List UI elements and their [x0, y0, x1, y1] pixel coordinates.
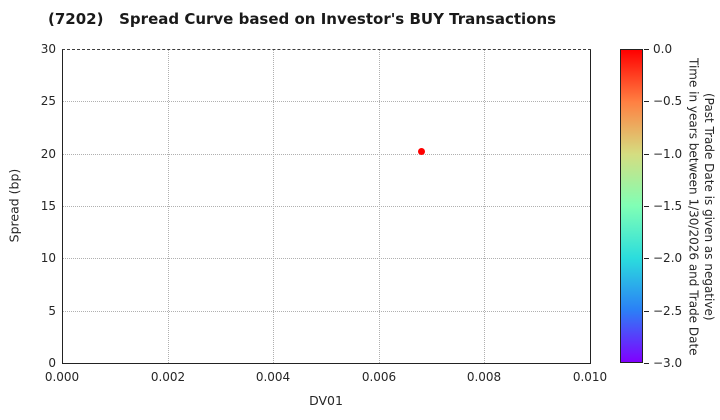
colorbar-ticklabel--2.5: −2.5	[653, 304, 683, 318]
colorbar	[620, 49, 643, 363]
colorbar-ticklabel--3.0: −3.0	[653, 356, 683, 370]
colorbar-ticklabel-0.0: 0.0	[653, 42, 673, 56]
right-spine	[590, 49, 591, 364]
y-tick-15: 15	[40, 199, 56, 213]
gridline-y-5	[63, 311, 590, 312]
x-axis-label: DV01	[309, 393, 343, 408]
colorbar-ticklabel--2.0: −2.0	[653, 251, 683, 265]
y-tick-10: 10	[40, 251, 56, 265]
y-tick-0: 0	[48, 356, 56, 370]
y-tick-5: 5	[48, 304, 56, 318]
colorbar-tick--3.0	[644, 363, 649, 364]
x-tick-0.004: 0.004	[255, 370, 291, 384]
colorbar-axis-label: Time in years between 1/30/2026 and Trad…	[685, 42, 717, 372]
gridline-y-10	[63, 258, 590, 259]
scatter-point	[417, 148, 425, 156]
x-tick-0.010: 0.010	[572, 370, 608, 384]
x-tick-0.000: 0.000	[44, 370, 80, 384]
gridline-y-20	[63, 154, 590, 155]
y-tick-20: 20	[40, 147, 56, 161]
colorbar-tick--2.0	[644, 258, 649, 259]
left-spine	[62, 49, 63, 364]
x-tick-0.008: 0.008	[466, 370, 502, 384]
colorbar-ticklabel--0.5: −0.5	[653, 94, 683, 108]
colorbar-label-line2: (Past Trade Date is given as negative)	[702, 93, 716, 321]
y-tick-25: 25	[40, 94, 56, 108]
colorbar-tick--1.0	[644, 154, 649, 155]
bottom-spine	[62, 363, 591, 364]
gridline-y-15	[63, 206, 590, 207]
y-axis-label: Spread (bp)	[6, 168, 22, 243]
colorbar-tick-0.0	[644, 49, 649, 50]
y-tick-30: 30	[40, 42, 56, 56]
colorbar-label-line1: Time in years between 1/30/2026 and Trad…	[686, 58, 701, 356]
colorbar-tick--0.5	[644, 101, 649, 102]
colorbar-tick--1.5	[644, 206, 649, 207]
chart-title: (7202) Spread Curve based on Investor's …	[48, 10, 557, 28]
gridline-y-25	[63, 101, 590, 102]
top-spine	[62, 49, 591, 50]
colorbar-ticklabel--1.0: −1.0	[653, 147, 683, 161]
colorbar-tick--2.5	[644, 311, 649, 312]
x-tick-0.002: 0.002	[150, 370, 186, 384]
x-tick-0.006: 0.006	[361, 370, 397, 384]
colorbar-ticklabel--1.5: −1.5	[653, 199, 683, 213]
